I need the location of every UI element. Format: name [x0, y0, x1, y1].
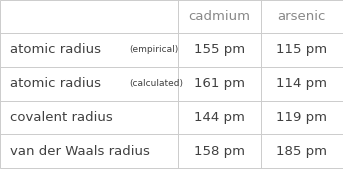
- Text: 114 pm: 114 pm: [276, 77, 327, 90]
- Text: 119 pm: 119 pm: [276, 111, 327, 124]
- Text: 144 pm: 144 pm: [194, 111, 245, 124]
- Text: 115 pm: 115 pm: [276, 43, 328, 56]
- Text: (empirical): (empirical): [129, 45, 179, 54]
- Text: covalent radius: covalent radius: [10, 111, 113, 124]
- Text: 158 pm: 158 pm: [194, 145, 245, 158]
- Text: 155 pm: 155 pm: [194, 43, 245, 56]
- Text: atomic radius: atomic radius: [10, 77, 101, 90]
- Text: van der Waals radius: van der Waals radius: [10, 145, 150, 158]
- Text: arsenic: arsenic: [277, 10, 326, 23]
- Text: atomic radius: atomic radius: [10, 43, 101, 56]
- Text: (calculated): (calculated): [129, 79, 184, 88]
- Text: 185 pm: 185 pm: [276, 145, 327, 158]
- Text: 161 pm: 161 pm: [194, 77, 245, 90]
- Text: cadmium: cadmium: [189, 10, 250, 23]
